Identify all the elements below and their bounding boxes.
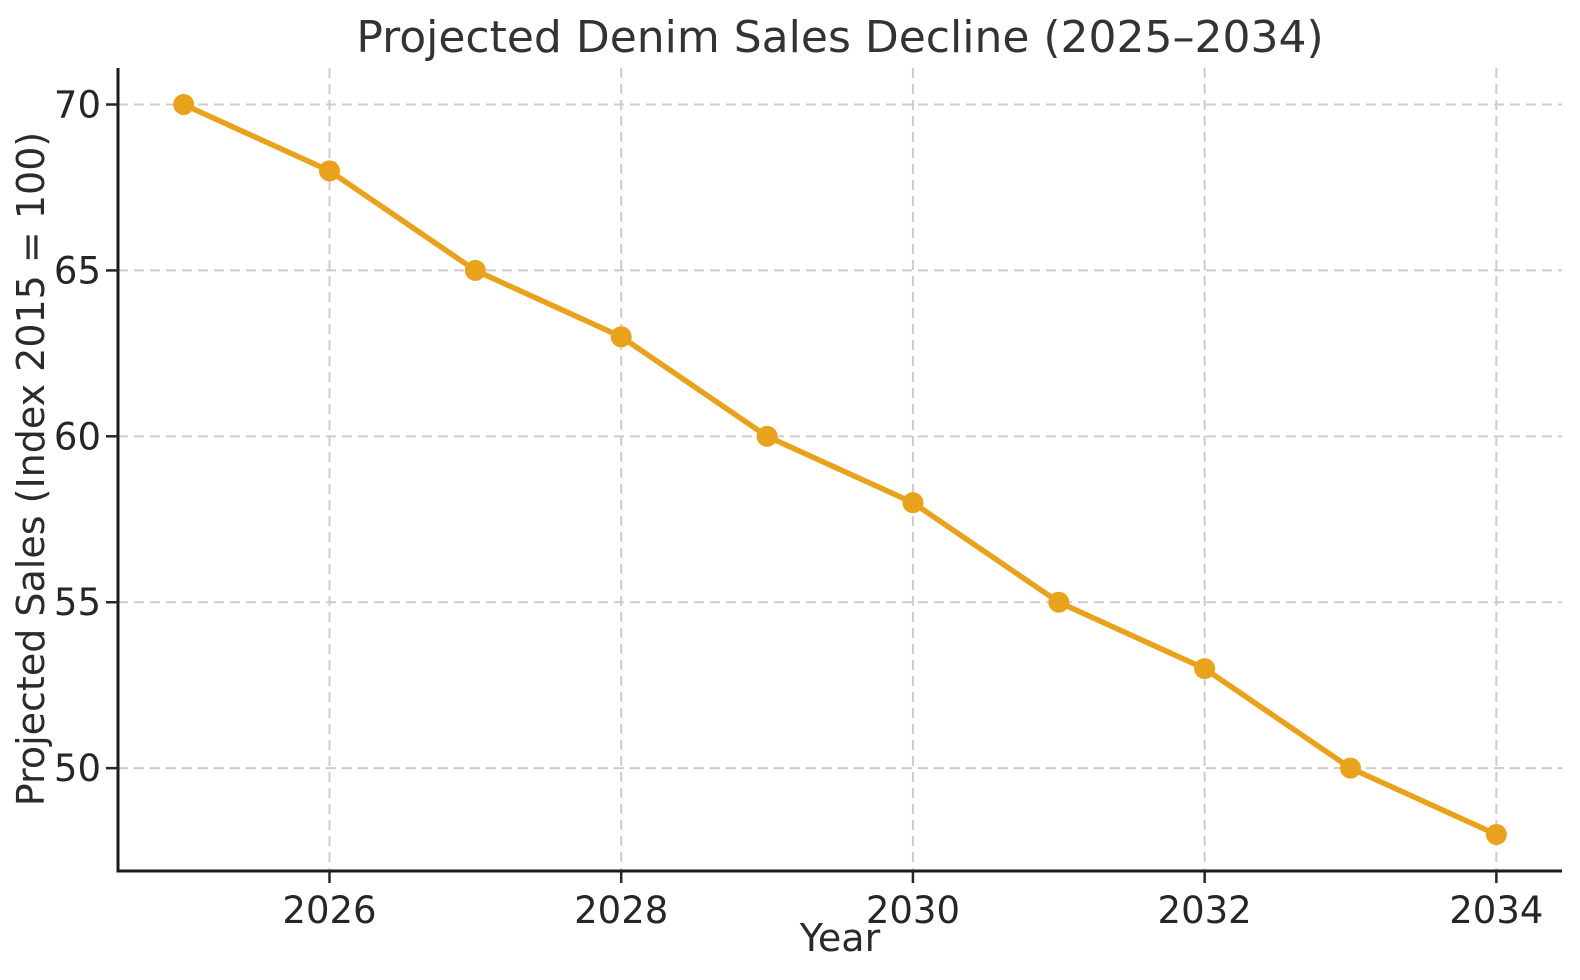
data-point	[464, 259, 486, 281]
data-point	[1194, 658, 1216, 680]
tick-labels: 2026 2028 2030 2032 2034 50 55 60 65 70	[54, 84, 1544, 933]
data-point	[902, 492, 924, 514]
axes	[106, 68, 1562, 883]
data-point	[610, 326, 632, 348]
data-point	[1048, 591, 1070, 613]
x-tick-label: 2030	[866, 889, 960, 932]
gridlines	[118, 68, 1562, 871]
chart-title: Projected Denim Sales Decline (2025–2034…	[356, 12, 1323, 63]
x-axis-label: Year	[799, 916, 881, 960]
data-point	[1340, 757, 1362, 779]
x-tick-label: 2034	[1449, 889, 1543, 932]
series-projected-sales	[173, 94, 1507, 845]
x-tick-label: 2032	[1158, 889, 1252, 932]
y-axis-label: Projected Sales (Index 2015 = 100)	[9, 132, 53, 806]
y-tick-label: 60	[54, 415, 101, 458]
data-point	[756, 425, 778, 447]
data-point	[318, 160, 340, 182]
y-tick-label: 55	[54, 581, 101, 624]
x-tick-label: 2028	[574, 889, 668, 932]
series-line	[180, 101, 1500, 838]
y-tick-label: 50	[54, 747, 101, 790]
data-point	[173, 94, 195, 115]
y-tick-label: 65	[54, 249, 101, 292]
y-tick-label: 70	[54, 84, 101, 127]
data-point	[1485, 824, 1507, 845]
x-tick-label: 2026	[282, 889, 376, 932]
